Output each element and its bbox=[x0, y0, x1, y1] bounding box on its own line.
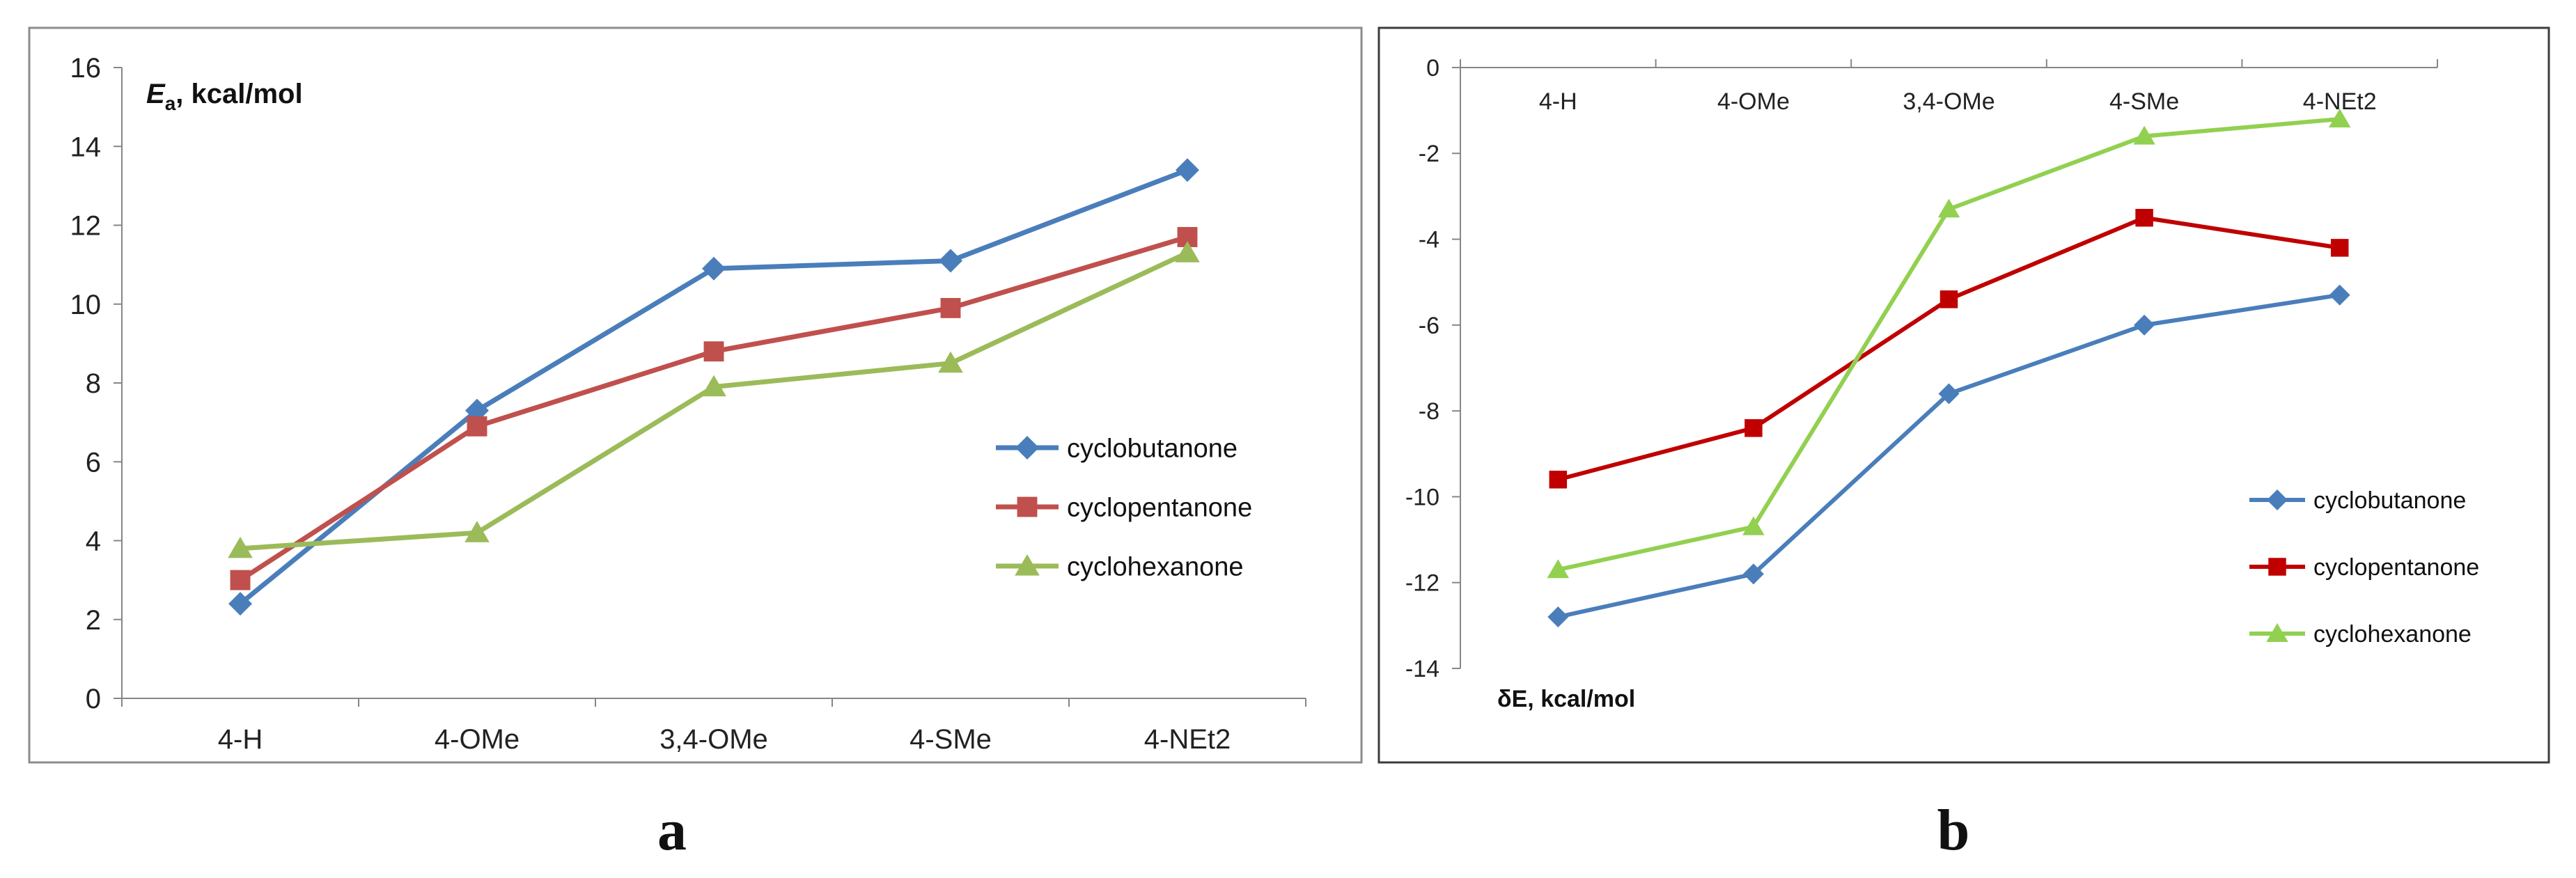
chart-a-y-tick-label: 8 bbox=[86, 368, 101, 399]
chart-a-legend-label-cyclobutanone: cyclobutanone bbox=[1067, 434, 1238, 464]
chart-a-point-cyclohexanone-4-sme bbox=[938, 351, 963, 373]
chart-b-legend: cyclobutanone cyclopentanone cyclohexanone bbox=[2249, 487, 2479, 648]
chart-a-y-tick-label: 12 bbox=[70, 211, 102, 242]
chart-b-legend-label-cyclobutanone: cyclobutanone bbox=[2313, 487, 2466, 514]
chart-a-point-cyclobutanone-4-h bbox=[228, 592, 252, 616]
chart-b-y-tick-label: -2 bbox=[1419, 141, 1439, 167]
chart-b-y-axis-label: δE, kcal/mol bbox=[1497, 686, 1635, 712]
chart-b-point-cyclopentanone-4-ome bbox=[1744, 419, 1763, 437]
chart-b-x-tick-label: 4-SMe bbox=[2109, 88, 2179, 115]
chart-b-y-tick-label: -4 bbox=[1419, 226, 1439, 253]
chart-a-legend-label-cyclopentanone: cyclopentanone bbox=[1067, 494, 1252, 523]
chart-b-point-cyclohexanone-4-h bbox=[1547, 559, 1570, 579]
chart-a-x-tick-label: 4-OMe bbox=[435, 724, 520, 755]
chart-b-point-cyclopentanone-3-4-ome bbox=[1939, 290, 1958, 308]
chart-a: 0 2 4 6 8 10 12 14 16 4-H 4-OMe 3,4-OMe 4-SMe 4-NEt2… bbox=[28, 26, 1363, 764]
chart-a-y-axis-label-main: E bbox=[146, 79, 166, 109]
chart-a-legend-marker-cyclohexanone bbox=[1015, 554, 1040, 576]
chart-b-point-cyclobutanone-3-4-ome bbox=[1938, 383, 1960, 405]
chart-b: 0-2-4-6-8-10-12-14 4-H 4-OMe 3,4-OMe 4-SMe 4… bbox=[1377, 26, 2550, 764]
chart-b-y-tick-label: -12 bbox=[1405, 570, 1439, 597]
chart-b-point-cyclohexanone-4-ome bbox=[1742, 516, 1765, 535]
chart-a-point-cyclohexanone-3-4-ome bbox=[701, 375, 726, 397]
chart-a-point-cyclopentanone-3-4-ome bbox=[703, 341, 724, 362]
chart-a-y-axis-label: Ea, kcal/mol bbox=[146, 79, 303, 114]
chart-a-x-tick-label: 3,4-OMe bbox=[659, 724, 768, 755]
chart-a-point-cyclobutanone-4-net2 bbox=[1176, 158, 1199, 182]
chart-b-x-tick-label: 3,4-OMe bbox=[1903, 88, 1995, 115]
chart-a-frame bbox=[28, 26, 1363, 764]
chart-b-y-tick-label: -8 bbox=[1419, 398, 1439, 425]
chart-b-frame bbox=[1377, 26, 2550, 764]
panel-label-b: b bbox=[1937, 798, 1970, 863]
chart-b-point-cyclobutanone-4-sme bbox=[2134, 314, 2155, 336]
chart-a-y-axis-label-rest: , kcal/mol bbox=[175, 79, 302, 109]
chart-b-legend-label-cyclohexanone: cyclohexanone bbox=[2313, 621, 2472, 648]
chart-b-point-cyclopentanone-4-h bbox=[1549, 471, 1568, 489]
chart-b-y-tick-label: -6 bbox=[1419, 313, 1439, 339]
chart-a-point-cyclohexanone-4-h bbox=[228, 536, 253, 558]
chart-b-y-tick-label: -14 bbox=[1405, 656, 1439, 682]
chart-a-point-cyclopentanone-4-sme bbox=[940, 297, 961, 318]
chart-b-y-tick-label: 0 bbox=[1426, 55, 1439, 81]
chart-a-legend-marker-cyclobutanone bbox=[1015, 436, 1039, 460]
chart-b-x-tick-label: 4-OMe bbox=[1717, 88, 1790, 115]
chart-a-y-tick-label: 2 bbox=[86, 605, 101, 636]
chart-a-y-tick-label: 10 bbox=[70, 290, 102, 320]
chart-a-y-tick-label: 4 bbox=[86, 526, 101, 557]
chart-b-point-cyclopentanone-4-sme bbox=[2135, 209, 2153, 227]
chart-b-legend-label-cyclopentanone: cyclopentanone bbox=[2313, 554, 2479, 581]
chart-a-y-tick-label: 16 bbox=[70, 53, 102, 84]
chart-b-point-cyclohexanone-3-4-ome bbox=[1937, 198, 1960, 218]
chart-b-x-tick-label: 4-H bbox=[1539, 88, 1577, 115]
chart-a-y-tick-label: 14 bbox=[70, 132, 102, 162]
chart-a-y-tick-label: 6 bbox=[86, 447, 101, 478]
chart-b-point-cyclobutanone-4-ome bbox=[1742, 563, 1764, 585]
chart-a-x-tick-label: 4-SMe bbox=[910, 724, 992, 755]
chart-a-legend-label-cyclohexanone: cyclohexanone bbox=[1067, 553, 1244, 582]
chart-b-legend-marker-cyclohexanone bbox=[2266, 623, 2288, 642]
chart-b-point-cyclohexanone-4-sme bbox=[2133, 125, 2155, 145]
chart-a-legend-marker-cyclopentanone bbox=[1017, 496, 1038, 517]
chart-b-point-cyclobutanone-4-net2 bbox=[2329, 284, 2350, 306]
chart-b-y-tick-label: -10 bbox=[1405, 484, 1439, 510]
chart-a-x-tick-label: 4-H bbox=[218, 724, 263, 755]
chart-b-legend-marker-cyclobutanone bbox=[2267, 489, 2288, 510]
chart-a-point-cyclobutanone-4-sme bbox=[939, 249, 962, 273]
chart-a-x-tick-label: 4-NEt2 bbox=[1144, 724, 1231, 755]
chart-b-point-cyclobutanone-4-h bbox=[1547, 606, 1569, 628]
chart-a-y-axis-label-sub: a bbox=[165, 93, 176, 114]
chart-a-point-cyclopentanone-4-ome bbox=[467, 416, 487, 437]
chart-b-point-cyclohexanone-4-net2 bbox=[2328, 108, 2351, 127]
chart-a-legend: cyclobutanone cyclopentanone cyclohexanone bbox=[996, 434, 1252, 582]
chart-a-point-cyclohexanone-4-net2 bbox=[1175, 241, 1200, 262]
chart-a-y-tick-label: 0 bbox=[86, 684, 101, 714]
chart-a-point-cyclopentanone-4-h bbox=[230, 570, 251, 590]
chart-b-point-cyclopentanone-4-net2 bbox=[2330, 239, 2349, 257]
chart-a-point-cyclohexanone-4-ome bbox=[465, 521, 490, 542]
panel-label-a: a bbox=[657, 798, 687, 863]
chart-b-legend-marker-cyclopentanone bbox=[2268, 558, 2286, 576]
chart-a-point-cyclobutanone-3-4-ome bbox=[702, 256, 726, 281]
